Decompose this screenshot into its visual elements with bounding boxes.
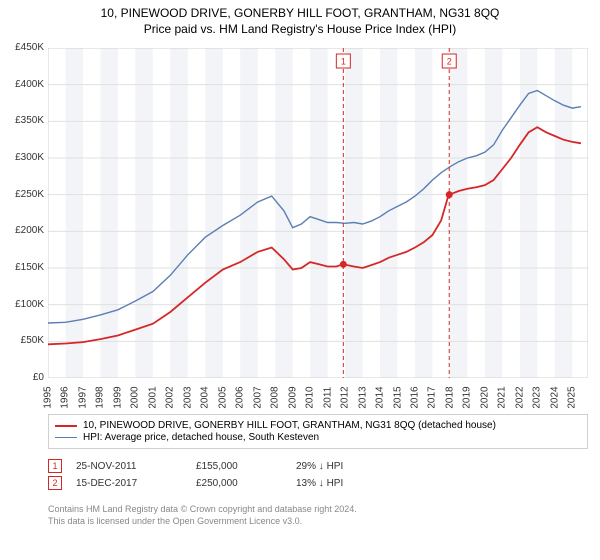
x-tick-label: 2018 bbox=[444, 383, 455, 413]
x-tick-label: 2012 bbox=[340, 383, 351, 413]
chart-container: 10, PINEWOOD DRIVE, GONERBY HILL FOOT, G… bbox=[0, 0, 600, 560]
title-line2: Price paid vs. HM Land Registry's House … bbox=[0, 22, 600, 36]
x-tick-label: 2023 bbox=[532, 383, 543, 413]
x-tick-label: 2002 bbox=[165, 383, 176, 413]
legend-swatch bbox=[55, 437, 77, 438]
x-tick-label: 2004 bbox=[200, 383, 211, 413]
legend-swatch bbox=[55, 425, 77, 427]
footer-line1: Contains HM Land Registry data © Crown c… bbox=[48, 504, 357, 516]
x-tick-label: 2016 bbox=[409, 383, 420, 413]
x-tick-label: 1997 bbox=[77, 383, 88, 413]
x-tick-label: 2017 bbox=[427, 383, 438, 413]
x-tick-label: 2020 bbox=[479, 383, 490, 413]
y-tick-label: £450K bbox=[2, 42, 44, 53]
y-tick-label: £300K bbox=[2, 152, 44, 163]
x-tick-label: 2015 bbox=[392, 383, 403, 413]
y-tick-label: £400K bbox=[2, 79, 44, 90]
svg-text:2: 2 bbox=[447, 57, 452, 67]
title-block: 10, PINEWOOD DRIVE, GONERBY HILL FOOT, G… bbox=[0, 0, 600, 38]
x-tick-label: 2013 bbox=[357, 383, 368, 413]
x-tick-label: 2024 bbox=[549, 383, 560, 413]
sales-marker: 2 bbox=[48, 476, 62, 490]
x-tick-label: 2007 bbox=[252, 383, 263, 413]
sales-price: £250,000 bbox=[196, 478, 296, 489]
sales-marker: 1 bbox=[48, 459, 62, 473]
x-tick-label: 1995 bbox=[43, 383, 54, 413]
x-tick-label: 2005 bbox=[217, 383, 228, 413]
sales-delta: 13% ↓ HPI bbox=[296, 478, 396, 489]
x-tick-label: 2000 bbox=[130, 383, 141, 413]
x-tick-label: 2001 bbox=[147, 383, 158, 413]
x-tick-label: 2025 bbox=[567, 383, 578, 413]
y-tick-label: £200K bbox=[2, 225, 44, 236]
y-tick-label: £0 bbox=[2, 372, 44, 383]
legend-row: 10, PINEWOOD DRIVE, GONERBY HILL FOOT, G… bbox=[55, 420, 581, 431]
chart-svg: 12 bbox=[48, 48, 588, 378]
x-tick-label: 2003 bbox=[182, 383, 193, 413]
legend-box: 10, PINEWOOD DRIVE, GONERBY HILL FOOT, G… bbox=[48, 414, 588, 449]
sales-row: 2 15-DEC-2017£250,00013% ↓ HPI bbox=[48, 476, 588, 490]
title-line1: 10, PINEWOOD DRIVE, GONERBY HILL FOOT, G… bbox=[0, 6, 600, 20]
sales-delta: 29% ↓ HPI bbox=[296, 461, 396, 472]
sales-row: 1 25-NOV-2011£155,00029% ↓ HPI bbox=[48, 459, 588, 473]
legend-label: HPI: Average price, detached house, Sout… bbox=[83, 432, 319, 443]
x-tick-label: 2010 bbox=[305, 383, 316, 413]
x-tick-label: 2008 bbox=[270, 383, 281, 413]
x-tick-label: 1999 bbox=[112, 383, 123, 413]
y-tick-label: £250K bbox=[2, 189, 44, 200]
sales-date: 25-NOV-2011 bbox=[76, 461, 196, 472]
x-tick-label: 2011 bbox=[322, 383, 333, 413]
svg-text:1: 1 bbox=[341, 57, 346, 67]
x-tick-label: 1996 bbox=[60, 383, 71, 413]
x-tick-label: 2009 bbox=[287, 383, 298, 413]
sales-date: 15-DEC-2017 bbox=[76, 478, 196, 489]
legend-row: HPI: Average price, detached house, Sout… bbox=[55, 432, 581, 443]
x-tick-label: 2022 bbox=[514, 383, 525, 413]
x-tick-label: 2014 bbox=[375, 383, 386, 413]
y-tick-label: £100K bbox=[2, 299, 44, 310]
sales-table: 1 25-NOV-2011£155,00029% ↓ HPI 2 15-DEC-201… bbox=[48, 456, 588, 493]
x-tick-label: 2006 bbox=[235, 383, 246, 413]
y-tick-label: £150K bbox=[2, 262, 44, 273]
sales-price: £155,000 bbox=[196, 461, 296, 472]
y-tick-label: £350K bbox=[2, 115, 44, 126]
footer-text: Contains HM Land Registry data © Crown c… bbox=[48, 504, 357, 527]
x-tick-label: 2021 bbox=[497, 383, 508, 413]
x-tick-label: 1998 bbox=[95, 383, 106, 413]
legend-label: 10, PINEWOOD DRIVE, GONERBY HILL FOOT, G… bbox=[83, 420, 496, 431]
x-tick-label: 2019 bbox=[462, 383, 473, 413]
footer-line2: This data is licensed under the Open Gov… bbox=[48, 516, 357, 528]
y-tick-label: £50K bbox=[2, 335, 44, 346]
